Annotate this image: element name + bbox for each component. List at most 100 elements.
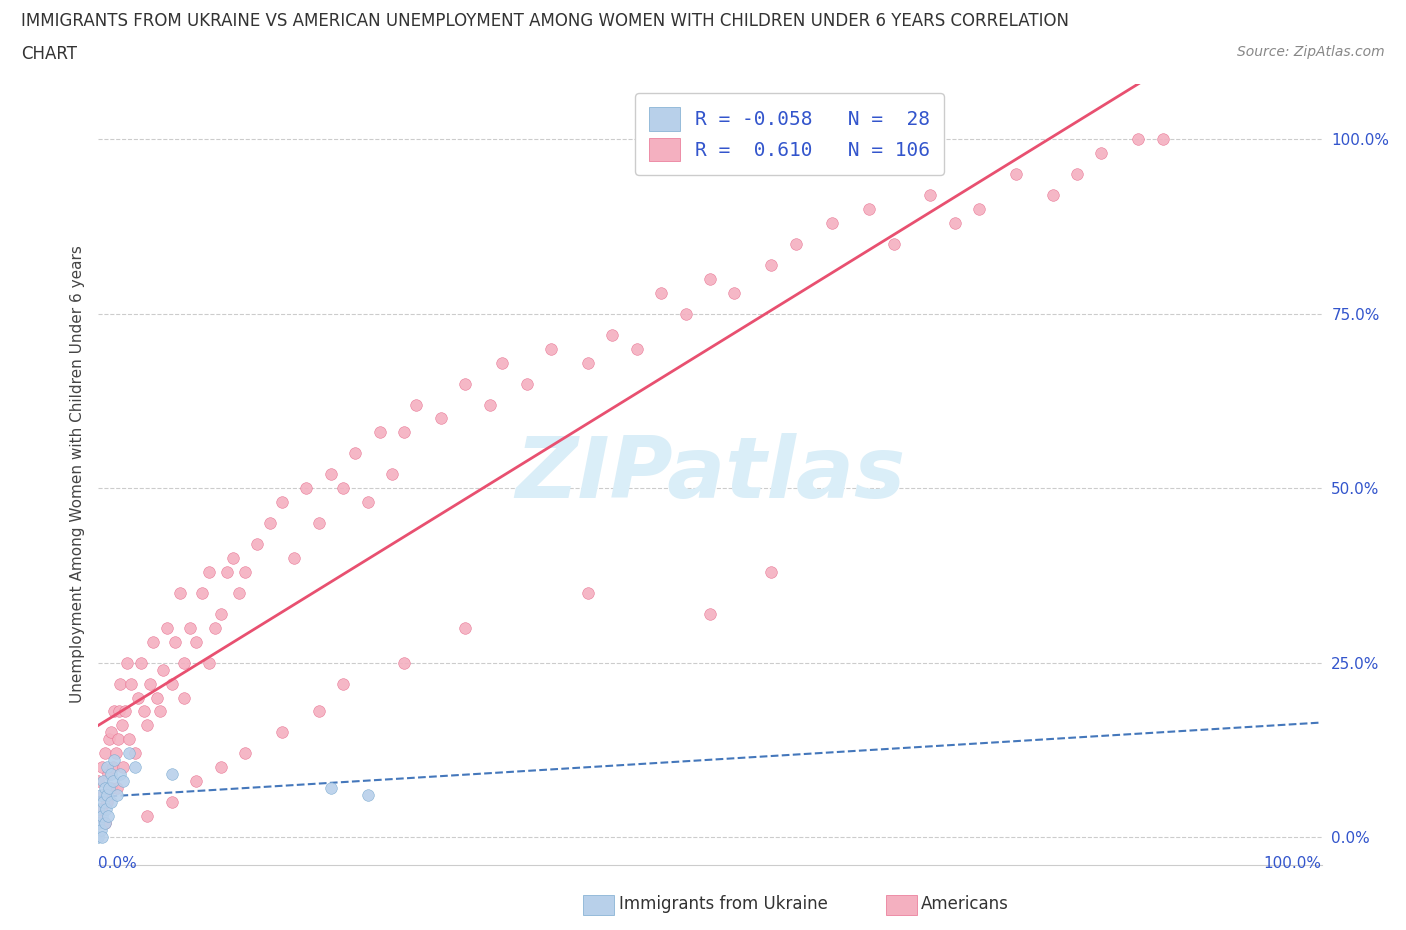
Point xyxy=(319,781,342,796)
Text: 100.0%: 100.0% xyxy=(1264,856,1322,870)
Point xyxy=(115,656,138,671)
Point xyxy=(576,586,599,601)
Point xyxy=(319,467,342,482)
Point xyxy=(101,760,124,775)
Point xyxy=(90,802,112,817)
Point xyxy=(515,376,537,391)
Point xyxy=(114,704,136,719)
Point xyxy=(650,286,672,300)
Point xyxy=(295,481,318,496)
Point xyxy=(920,188,942,203)
Point xyxy=(1152,132,1174,147)
Point xyxy=(165,634,187,649)
Point xyxy=(120,676,142,691)
Point xyxy=(332,481,354,496)
Point xyxy=(94,802,117,817)
Point xyxy=(169,586,191,601)
Point xyxy=(209,760,232,775)
Point xyxy=(821,216,844,231)
Point xyxy=(430,411,453,426)
Point xyxy=(91,760,114,775)
Point xyxy=(96,788,118,803)
Point xyxy=(1004,166,1026,181)
Point xyxy=(87,816,110,830)
Point xyxy=(87,830,110,844)
Point xyxy=(103,753,125,768)
Point xyxy=(100,794,122,809)
Point xyxy=(215,565,238,579)
Point xyxy=(270,725,294,740)
Point xyxy=(454,620,477,635)
Point xyxy=(699,272,721,286)
Point xyxy=(368,425,391,440)
Point xyxy=(91,794,114,809)
Point xyxy=(87,774,110,789)
Point xyxy=(93,816,115,830)
Point xyxy=(723,286,745,300)
Point xyxy=(146,690,169,705)
Point xyxy=(91,809,114,824)
Point xyxy=(156,620,179,635)
Point xyxy=(173,656,195,671)
Point xyxy=(883,236,905,251)
Point xyxy=(405,397,427,412)
Point xyxy=(149,704,172,719)
Point xyxy=(87,809,110,824)
Point xyxy=(118,732,141,747)
Point xyxy=(392,425,416,440)
Point xyxy=(228,586,250,601)
Point xyxy=(270,495,294,510)
Point xyxy=(139,676,162,691)
Point xyxy=(308,704,330,719)
Point xyxy=(233,746,256,761)
Point xyxy=(96,760,118,775)
Point xyxy=(197,656,219,671)
Point xyxy=(761,258,783,272)
Legend: R = -0.058   N =  28, R =  0.610   N = 106: R = -0.058 N = 28, R = 0.610 N = 106 xyxy=(636,93,943,175)
Text: IMMIGRANTS FROM UKRAINE VS AMERICAN UNEMPLOYMENT AMONG WOMEN WITH CHILDREN UNDER: IMMIGRANTS FROM UKRAINE VS AMERICAN UNEM… xyxy=(21,12,1069,30)
Point xyxy=(699,606,721,621)
Point xyxy=(118,746,141,761)
Point xyxy=(93,781,115,796)
Point xyxy=(111,760,134,775)
Point xyxy=(858,202,880,217)
Point xyxy=(209,606,232,621)
Point xyxy=(308,515,330,530)
Point xyxy=(344,445,367,460)
Point xyxy=(100,766,122,781)
Text: ZIPatlas: ZIPatlas xyxy=(515,432,905,516)
Point xyxy=(152,662,174,677)
Point xyxy=(1090,146,1112,161)
Point xyxy=(454,376,477,391)
Point xyxy=(392,656,416,671)
Point xyxy=(332,676,354,691)
Point xyxy=(381,467,404,482)
Y-axis label: Unemployment Among Women with Children Under 6 years: Unemployment Among Women with Children U… xyxy=(69,246,84,703)
Point xyxy=(136,718,159,733)
Point xyxy=(91,830,114,844)
Point xyxy=(675,306,697,321)
Text: 0.0%: 0.0% xyxy=(98,856,138,870)
Point xyxy=(1066,166,1088,181)
Point xyxy=(491,355,513,370)
Point xyxy=(98,732,121,747)
Point xyxy=(103,704,125,719)
Point xyxy=(132,704,155,719)
Point xyxy=(107,732,129,747)
Point xyxy=(626,341,648,356)
Point xyxy=(186,774,208,789)
Point xyxy=(191,586,214,601)
Point xyxy=(173,690,195,705)
Point xyxy=(100,781,122,796)
Point xyxy=(100,725,122,740)
Point xyxy=(111,774,134,789)
Point xyxy=(91,788,114,803)
Point xyxy=(105,788,128,803)
Point xyxy=(101,774,124,789)
Point xyxy=(124,746,146,761)
Point xyxy=(110,676,132,691)
Point xyxy=(104,746,127,761)
Point xyxy=(204,620,226,635)
Point xyxy=(111,718,134,733)
Text: Americans: Americans xyxy=(921,895,1010,913)
